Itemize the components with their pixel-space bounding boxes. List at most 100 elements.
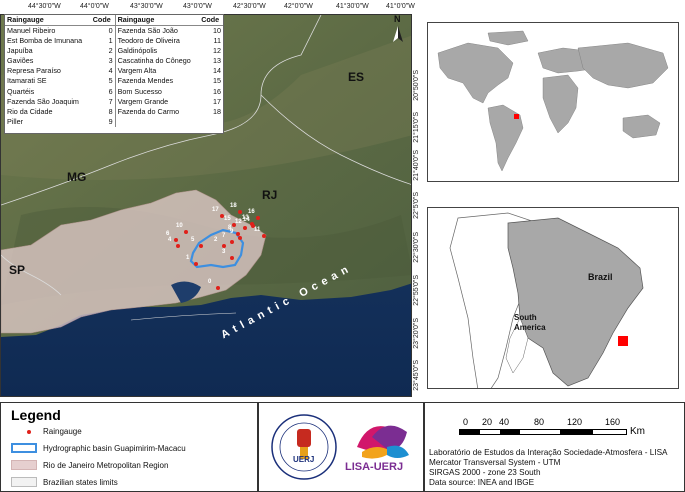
raingauge-code-label: 9 — [230, 229, 234, 235]
raingauge-code-label: 10 — [176, 223, 183, 229]
raingauge-point[interactable] — [230, 256, 234, 260]
raingauge-code-label: 3 — [222, 249, 226, 255]
right-coord: 22°55'0"S — [413, 275, 420, 306]
raingauge-point[interactable] — [222, 244, 226, 248]
station-name: Itamarati SE — [7, 76, 47, 86]
label-brazil: Brazil — [588, 272, 613, 282]
station-code: 0 — [90, 25, 116, 36]
scale-tick: 20 — [482, 417, 493, 427]
scale-seg-white — [479, 430, 500, 434]
raingauge-code-label: 11 — [254, 227, 261, 233]
station-code: 8 — [90, 106, 116, 117]
raingauge-code-label: 7 — [222, 233, 226, 239]
info-box: 0 20 40 80 120 160 Km Laboratório de Est… — [424, 402, 685, 492]
station-name: Gaviões — [7, 56, 34, 66]
station-code: 17 — [213, 96, 221, 106]
raingauge-code-label: 16 — [248, 209, 255, 215]
state-label-mg: MG — [67, 170, 87, 184]
top-coord: 43°0'0"W — [183, 3, 212, 10]
legend-item-metro: Rio de Janeiro Metropolitan Region — [43, 461, 169, 470]
top-coord: 42°30'0"W — [233, 3, 266, 10]
raingauge-point[interactable] — [174, 238, 178, 242]
raingauge-point[interactable] — [256, 216, 260, 220]
north-arrow: N — [390, 14, 406, 46]
raingauge-point[interactable] — [199, 244, 203, 248]
legend-item-basin: Hydrographic basin Guapimirim-Macacu — [43, 444, 186, 453]
label-south-america: South America — [514, 313, 546, 332]
table-row: Japuíba 2 Galdinópolis 12 — [5, 46, 223, 57]
station-code: 3 — [90, 56, 116, 67]
raingauge-point[interactable] — [176, 244, 180, 248]
north-arrow-icon — [393, 26, 403, 42]
right-coord: 23°20'0"S — [413, 318, 420, 349]
station-code: 4 — [90, 66, 116, 77]
raingauge-point[interactable] — [232, 223, 236, 227]
raingauge-point[interactable] — [251, 224, 255, 228]
raingauge-point[interactable] — [184, 230, 188, 234]
station-code: 11 — [213, 36, 221, 46]
station-code: 18 — [213, 106, 221, 116]
station-name: Est Bomba de Imunana — [7, 36, 83, 46]
uerj-seal-icon — [271, 414, 337, 480]
raingauge-point[interactable] — [262, 234, 266, 238]
station-name: Fazenda São Joaquim — [7, 96, 79, 106]
top-coord: 44°30'0"W — [28, 3, 61, 10]
lisa-logo: LISA-UERJ — [345, 417, 417, 487]
scale-seg-white — [519, 430, 560, 434]
table-row: Est Bomba de Imunana 1 Teodoro de Oliveira… — [5, 36, 223, 47]
scale-seg-white — [592, 430, 626, 434]
metro-region — [1, 189, 267, 334]
map-info-text: Laboratório de Estudos da Interação Soci… — [429, 448, 684, 488]
info-lab: Laboratório de Estudos da Interação Soci… — [429, 448, 668, 457]
station-name: Vargem Alta — [117, 66, 157, 76]
station-code: 2 — [90, 46, 116, 57]
study-area-marker — [618, 336, 628, 346]
world-inset-map[interactable] — [427, 22, 679, 182]
raingauge-point[interactable] — [238, 210, 242, 214]
station-name: Teodoro de Oliveira — [117, 36, 180, 46]
scale-tick: 160 — [605, 417, 621, 427]
station-name: Fazenda São João — [117, 26, 178, 35]
station-code — [199, 117, 223, 127]
station-code: 13 — [213, 56, 221, 66]
station-name: Manuel Ribeiro — [7, 26, 56, 35]
station-code: 1 — [90, 36, 116, 47]
col-header-code: Code — [90, 15, 116, 26]
metro-region-symbol — [11, 460, 37, 470]
raingauge-point[interactable] — [243, 226, 247, 230]
station-code: 12 — [213, 46, 221, 56]
raingauge-point[interactable] — [236, 232, 240, 236]
raingauge-point[interactable] — [194, 262, 198, 266]
station-code: 5 — [90, 76, 116, 87]
raingauge-code-label: 1 — [186, 255, 190, 261]
scale-segments — [459, 429, 627, 435]
table-row: Piller 9 — [5, 116, 223, 127]
top-coord: 44°0'0"W — [80, 3, 109, 10]
south-america-inset-map[interactable]: Brazil South America — [427, 207, 679, 389]
info-source: Data source: INEA and IBGE — [429, 478, 535, 487]
raingauge-point[interactable] — [216, 286, 220, 290]
scale-tick: 0 — [463, 417, 469, 427]
station-name: Represa Paraíso — [7, 66, 61, 76]
top-coord: 41°30'0"W — [336, 3, 369, 10]
top-coord: 43°30'0"W — [130, 3, 163, 10]
scale-unit: Km — [630, 426, 645, 437]
state-label-sp: SP — [9, 263, 26, 277]
station-name: Rio da Cidade — [7, 106, 53, 116]
scale-tick: 40 — [499, 417, 510, 427]
right-coord: 23°45'0"S — [413, 360, 420, 391]
table-row: Gaviões 3 Cascatinha do Cônego 13 — [5, 56, 223, 67]
col-header-station: Raingauge — [5, 15, 91, 26]
raingauge-code-label: 2 — [214, 237, 218, 243]
station-name: Quartéis — [7, 86, 35, 96]
station-name — [115, 117, 199, 127]
scale-bar: 0 20 40 80 120 160 Km — [449, 405, 685, 445]
raingauge-point[interactable] — [238, 236, 242, 240]
station-name: Vargem Grande — [117, 96, 169, 106]
raingauge-point[interactable] — [220, 214, 224, 218]
raingauge-point[interactable] — [230, 240, 234, 244]
legend-box: Legend Raingauge Hydrographic basin Guap… — [0, 402, 258, 492]
raingauge-code-label: 0 — [208, 279, 212, 285]
uerj-logo: UERJ — [269, 409, 339, 487]
scale-seg-black — [559, 430, 593, 434]
